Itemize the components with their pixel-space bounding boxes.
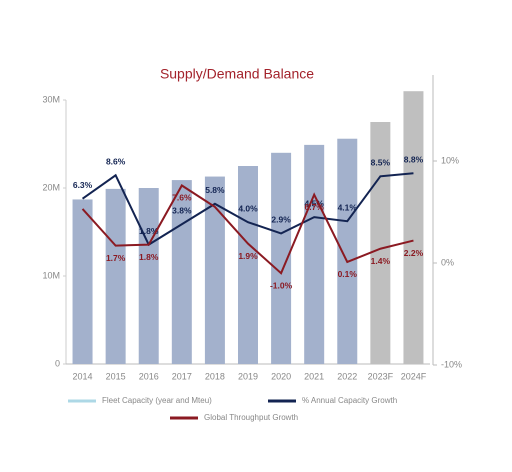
x-tick-label: 2023F bbox=[368, 371, 394, 381]
x-tick-label: 2014 bbox=[73, 371, 93, 381]
bar bbox=[304, 144, 325, 364]
data-label: 2.2% bbox=[404, 248, 424, 258]
data-label: 1.7% bbox=[106, 253, 126, 263]
x-tick-label: 2017 bbox=[172, 371, 192, 381]
data-label: 8.6% bbox=[106, 157, 126, 167]
data-label: 4.5% bbox=[304, 198, 324, 208]
y2-tick-label: 0% bbox=[441, 257, 454, 267]
y-tick-label: 10M bbox=[42, 270, 60, 280]
data-label: -1.0% bbox=[270, 280, 293, 290]
data-label: 7.6% bbox=[172, 193, 192, 203]
data-label: 1.8% bbox=[139, 252, 159, 262]
line bbox=[81, 172, 414, 247]
data-label: 4.1% bbox=[338, 202, 358, 212]
legend-label: % Annual Capacity Growth bbox=[302, 396, 397, 405]
data-label: 2.9% bbox=[271, 215, 291, 225]
data-label: 8.5% bbox=[371, 158, 391, 168]
bar bbox=[204, 176, 225, 364]
data-label: 6.7% bbox=[304, 202, 324, 212]
legend-label: Fleet Capacity (year and Mteu) bbox=[102, 396, 212, 405]
x-tick-label: 2019 bbox=[238, 371, 258, 381]
data-label: 5.8% bbox=[205, 185, 225, 195]
x-tick-label: 2020 bbox=[271, 371, 291, 381]
x-tick-label: 2024F bbox=[401, 371, 427, 381]
y-tick-label: 0 bbox=[55, 358, 60, 368]
x-tick-label: 2021 bbox=[304, 371, 324, 381]
bar bbox=[171, 180, 192, 364]
y-tick-label: 20M bbox=[42, 182, 60, 192]
bar bbox=[72, 199, 93, 364]
x-tick-label: 2015 bbox=[106, 371, 126, 381]
chart-title: Supply/Demand Balance bbox=[160, 66, 314, 82]
bar bbox=[403, 91, 424, 364]
y2-tick-label: -10% bbox=[441, 359, 462, 369]
bar bbox=[105, 188, 126, 364]
data-label: 1.8% bbox=[139, 226, 159, 236]
data-label: 1.4% bbox=[371, 256, 391, 266]
data-label: 0.1% bbox=[338, 269, 358, 279]
data-label: 3.8% bbox=[172, 205, 192, 215]
data-label: 6.3% bbox=[73, 180, 93, 190]
legend-label: Global Throughput Growth bbox=[204, 413, 298, 422]
y-tick-label: 30M bbox=[42, 94, 60, 104]
x-tick-label: 2016 bbox=[139, 371, 159, 381]
data-label: 4.0% bbox=[238, 203, 258, 213]
x-tick-label: 2018 bbox=[205, 371, 225, 381]
bar bbox=[271, 152, 292, 364]
bar bbox=[238, 166, 258, 364]
line bbox=[81, 184, 414, 275]
bar bbox=[138, 188, 159, 364]
data-label: 8.8% bbox=[404, 154, 424, 164]
y2-tick-label: 10% bbox=[441, 155, 459, 165]
bar bbox=[337, 138, 358, 364]
x-tick-label: 2022 bbox=[337, 371, 357, 381]
data-label: 1.9% bbox=[238, 251, 258, 261]
